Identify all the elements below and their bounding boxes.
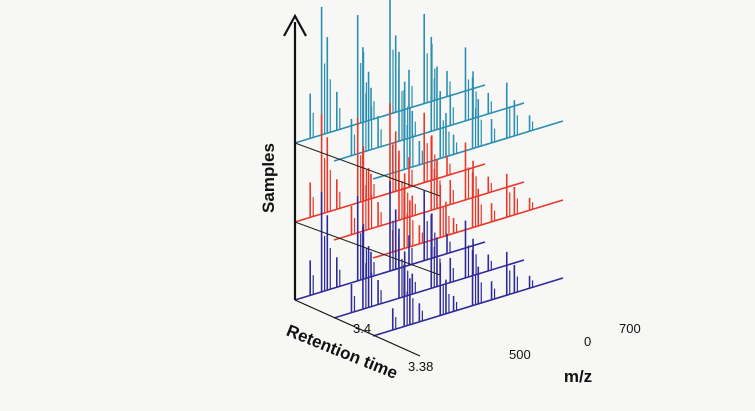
trace-baseline xyxy=(333,102,525,162)
mz-tick-label: 700 xyxy=(619,321,641,336)
samples-axis-arrowhead xyxy=(283,13,307,37)
axis-frame xyxy=(283,13,441,357)
separator-line-upper xyxy=(294,142,441,197)
mz-tick-label: 500 xyxy=(509,347,531,362)
mz-tick-label: 0 xyxy=(584,334,591,349)
trace-baseline xyxy=(333,259,525,319)
separator-line-lower xyxy=(294,221,441,276)
trace-baseline xyxy=(333,181,525,241)
retention-tick-label: 3.4 xyxy=(353,321,371,336)
samples-axis-label: Samples xyxy=(259,143,278,213)
retention-tick-label: 3.38 xyxy=(408,359,433,374)
mz-axis-label: m/z xyxy=(564,367,592,386)
retention-axis-label: Retention time xyxy=(284,321,401,383)
retention-axis xyxy=(294,299,421,357)
trace-layer xyxy=(294,0,564,337)
